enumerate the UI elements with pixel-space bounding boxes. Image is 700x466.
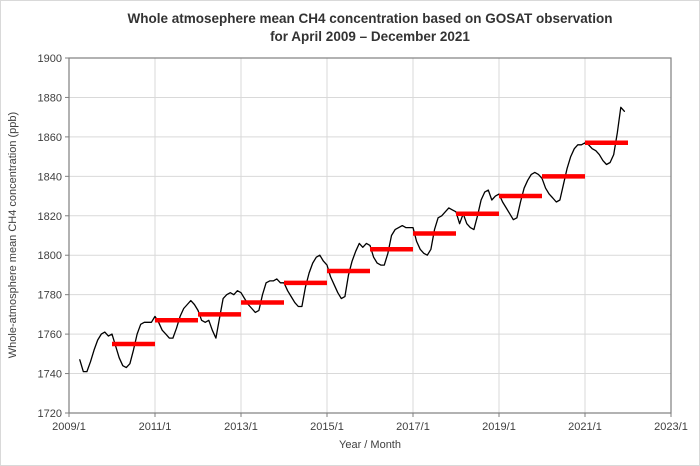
x-tick-label: 2015/1	[310, 421, 344, 433]
axis-tick-marks	[65, 57, 672, 417]
y-tick-label: 1860	[38, 132, 62, 144]
y-axis-title: Whole-atmosphere mean CH4 concentration …	[7, 112, 19, 358]
x-tick-label: 2023/1	[654, 421, 688, 433]
monthly-mean-line	[79, 106, 626, 373]
y-tick-label: 1780	[38, 290, 62, 302]
y-axis-tick-labels: 1720 1740 1760 1780 1800 1820 1840 1860 1880 1900	[38, 53, 62, 420]
x-axis-title: Year / Month	[339, 439, 401, 451]
y-tick-label: 1840	[38, 171, 62, 183]
x-tick-label: 2019/1	[482, 421, 516, 433]
y-tick-label: 1820	[38, 211, 62, 223]
y-tick-label: 1720	[38, 408, 62, 420]
gridlines	[69, 58, 671, 413]
y-tick-label: 1740	[38, 369, 62, 381]
y-tick-label: 1800	[38, 250, 62, 262]
x-axis-tick-labels: 2009/1 2011/1 2013/1 2015/1 2017/1 2019/1 2021…	[52, 421, 688, 433]
chart-title-line1: Whole atmosephere mean CH4 concentration…	[127, 11, 612, 26]
x-tick-label: 2021/1	[568, 421, 602, 433]
x-tick-label: 2017/1	[396, 421, 430, 433]
plot-area-border	[68, 57, 672, 414]
x-tick-label: 2011/1	[139, 421, 172, 433]
y-tick-label: 1880	[38, 92, 62, 104]
x-tick-label: 2013/1	[224, 421, 258, 433]
y-tick-label: 1760	[38, 329, 62, 341]
x-tick-label: 2009/1	[52, 421, 86, 433]
chart-title-line2: for April 2009 – December 2021	[270, 29, 470, 44]
data-series	[79, 106, 628, 373]
y-tick-label: 1900	[38, 53, 62, 65]
